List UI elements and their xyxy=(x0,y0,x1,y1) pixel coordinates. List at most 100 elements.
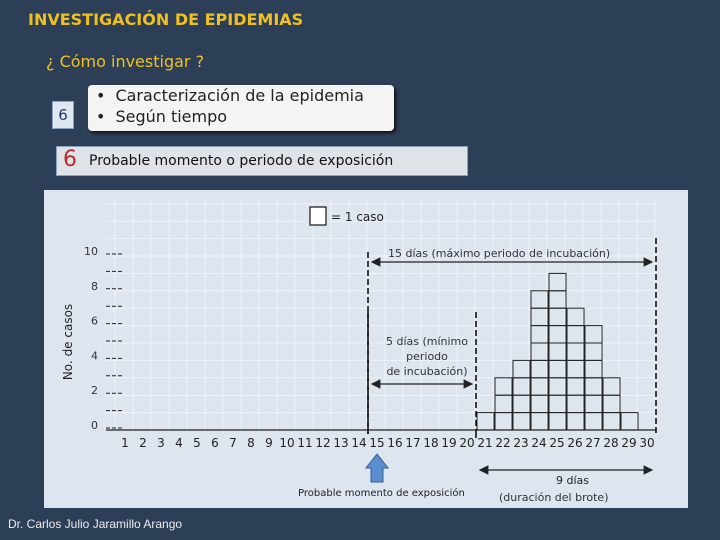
case-cell xyxy=(566,359,585,379)
x-tick-label: 29 xyxy=(621,436,636,450)
case-cell xyxy=(602,412,621,431)
min-incubation-line-text: periodo xyxy=(406,350,448,363)
case-cell xyxy=(530,325,549,344)
case-cell xyxy=(512,377,531,396)
epidemic-curve-chart: No. de casos = 1 caso 15 días (máximo pe… xyxy=(44,190,688,508)
x-tick-label: 21 xyxy=(477,436,492,450)
case-cell xyxy=(584,325,603,344)
y-tick-label: 2 xyxy=(91,384,98,397)
x-tick-label: 18 xyxy=(423,436,438,450)
page-subtitle: ¿ Cómo investigar ? xyxy=(46,52,205,71)
case-cell xyxy=(530,307,549,327)
case-cell xyxy=(512,394,531,414)
y-tick-label: 4 xyxy=(91,349,98,362)
x-tick-label: 14 xyxy=(351,436,366,450)
bullet-item: Caracterización de la epidemia xyxy=(96,85,394,106)
x-tick-label: 30 xyxy=(639,436,654,450)
x-tick-label: 22 xyxy=(495,436,510,450)
case-cell xyxy=(566,307,585,327)
step-number: 6 xyxy=(63,147,77,172)
case-cell xyxy=(548,377,567,396)
x-tick-label: 12 xyxy=(315,436,330,450)
x-tick-label: 27 xyxy=(585,436,600,450)
case-cell xyxy=(584,359,603,379)
case-cell xyxy=(530,394,549,414)
case-cell xyxy=(530,412,549,431)
case-cell xyxy=(530,359,549,379)
outbreak-days-label: 9 días xyxy=(556,474,589,487)
x-tick-label: 23 xyxy=(513,436,528,450)
reference-lines xyxy=(364,238,657,483)
chart-svg: No. de casos = 1 caso 15 días (máximo pe… xyxy=(61,198,657,504)
bullet-list: Caracterización de la epidemia Según tie… xyxy=(88,85,394,127)
x-tick-label: 25 xyxy=(549,436,564,450)
case-cell xyxy=(566,394,585,414)
x-tick-label: 3 xyxy=(157,436,165,450)
page-title: INVESTIGACIÓN DE EPIDEMIAS xyxy=(28,10,304,29)
case-cell xyxy=(548,307,567,327)
x-tick-label: 24 xyxy=(531,436,546,450)
case-cell xyxy=(584,394,603,414)
case-cell xyxy=(566,412,585,431)
case-cell xyxy=(584,412,603,431)
exposure-arrow-icon xyxy=(364,453,390,483)
y-tick-label: 10 xyxy=(84,245,98,258)
step-badge: 6 xyxy=(52,101,74,129)
legend-swatch xyxy=(309,206,327,226)
x-tick-label: 17 xyxy=(405,436,420,450)
chart-text: No. de casos = 1 caso 15 días (máximo pe… xyxy=(61,206,655,504)
x-tick-label: 4 xyxy=(175,436,183,450)
case-cell xyxy=(584,377,603,396)
case-cell xyxy=(602,377,621,396)
y-tick-label: 0 xyxy=(91,419,98,432)
x-tick-label: 2 xyxy=(139,436,147,450)
case-cell xyxy=(548,325,567,344)
bars xyxy=(476,272,639,431)
case-cell xyxy=(494,394,513,414)
x-tick-label: 11 xyxy=(297,436,312,450)
case-cell xyxy=(530,290,549,309)
case-cell xyxy=(566,325,585,344)
step-label: Probable momento o periodo de exposición xyxy=(89,153,394,169)
y-axis-label: No. de casos xyxy=(61,304,75,380)
x-tick-label: 10 xyxy=(279,436,294,450)
outbreak-note-label: (duración del brote) xyxy=(499,491,608,504)
x-tick-label: 1 xyxy=(121,436,129,450)
x-tick-label: 9 xyxy=(265,436,273,450)
x-tick-label: 7 xyxy=(229,436,237,450)
case-cell xyxy=(548,359,567,379)
case-cell xyxy=(566,342,585,361)
case-cell xyxy=(620,412,639,431)
case-cell xyxy=(548,412,567,431)
case-cell xyxy=(476,412,495,431)
legend-label: = 1 caso xyxy=(331,210,384,224)
case-cell xyxy=(602,394,621,414)
x-tick-label: 20 xyxy=(459,436,474,450)
case-cell xyxy=(548,394,567,414)
x-tick-label: 15 xyxy=(369,436,384,450)
case-cell xyxy=(584,342,603,361)
min-incubation-line-text: de incubación) xyxy=(386,365,467,378)
case-cell xyxy=(548,272,567,292)
author-credit: Dr. Carlos Julio Jaramillo Arango xyxy=(8,517,183,531)
y-tick-label: 8 xyxy=(91,280,98,293)
min-incubation-label: 5 días (mínimo periodo de incubación) xyxy=(386,335,468,378)
x-tick-label: 26 xyxy=(567,436,582,450)
step-bar: 6 Probable momento o periodo de exposici… xyxy=(56,146,468,176)
exposure-label: Probable momento de exposición xyxy=(298,487,465,499)
x-tick-label: 6 xyxy=(211,436,219,450)
x-tick-label: 19 xyxy=(441,436,456,450)
bullet-box: Caracterización de la epidemia Según tie… xyxy=(88,85,394,131)
max-incubation-label: 15 días (máximo periodo de incubación) xyxy=(388,247,610,260)
min-incubation-line-text: 5 días (mínimo xyxy=(386,335,468,348)
y-tick-label: 6 xyxy=(91,315,98,328)
case-cell xyxy=(548,290,567,309)
x-tick-label: 8 xyxy=(247,436,255,450)
case-cell xyxy=(548,342,567,361)
case-cell xyxy=(566,377,585,396)
x-tick-label: 28 xyxy=(603,436,618,450)
case-cell xyxy=(512,359,531,379)
case-cell xyxy=(494,412,513,431)
x-tick-label: 13 xyxy=(333,436,348,450)
case-cell xyxy=(530,342,549,361)
